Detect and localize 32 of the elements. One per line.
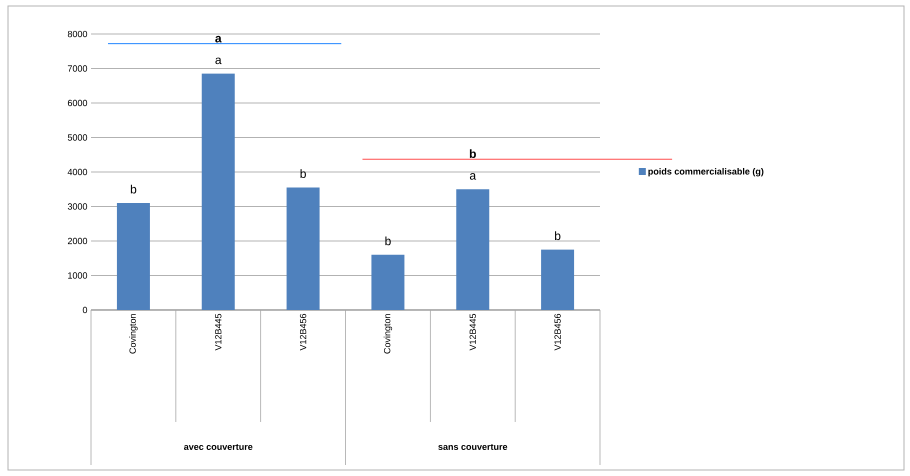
annotation: a — [215, 58, 222, 64]
y-tick-label: 8000 — [68, 30, 88, 38]
x-tick-label: V12B456 — [300, 314, 306, 351]
bar — [371, 254, 404, 310]
x-tick-label: V12B445 — [470, 314, 476, 351]
legend-label: poids commercialisable (g) — [648, 168, 764, 176]
annotation: b — [555, 231, 560, 240]
annotation: a — [470, 173, 476, 180]
x-tick-label: Covington — [384, 314, 392, 354]
annotation: a — [215, 36, 222, 42]
bar — [456, 189, 490, 310]
text: sans couverture — [438, 444, 508, 450]
annotation: b — [130, 184, 136, 194]
bar — [541, 250, 574, 310]
y-tick-label: 6000 — [68, 100, 88, 106]
y-tick-label: 0 — [82, 306, 88, 314]
annotation: b — [300, 169, 306, 178]
x-tick-label: V12B456 — [554, 314, 561, 351]
x-tick-label: V12B445 — [215, 314, 222, 351]
annotation: b — [385, 236, 391, 246]
bar — [202, 74, 235, 310]
y-tick-label: 4000 — [68, 168, 88, 176]
annotation: b — [470, 149, 476, 158]
x-tick-label: Covington — [129, 314, 138, 354]
y-tick-label: 7000 — [68, 65, 88, 72]
y-tick-label: 1000 — [68, 272, 88, 279]
y-tick-label: 3000 — [68, 203, 88, 210]
bar — [286, 188, 320, 310]
y-tick-label: 2000 — [68, 238, 88, 244]
y-tick-label: 5000 — [68, 134, 88, 141]
text: avec couverture — [184, 444, 252, 450]
bar — [116, 203, 150, 310]
